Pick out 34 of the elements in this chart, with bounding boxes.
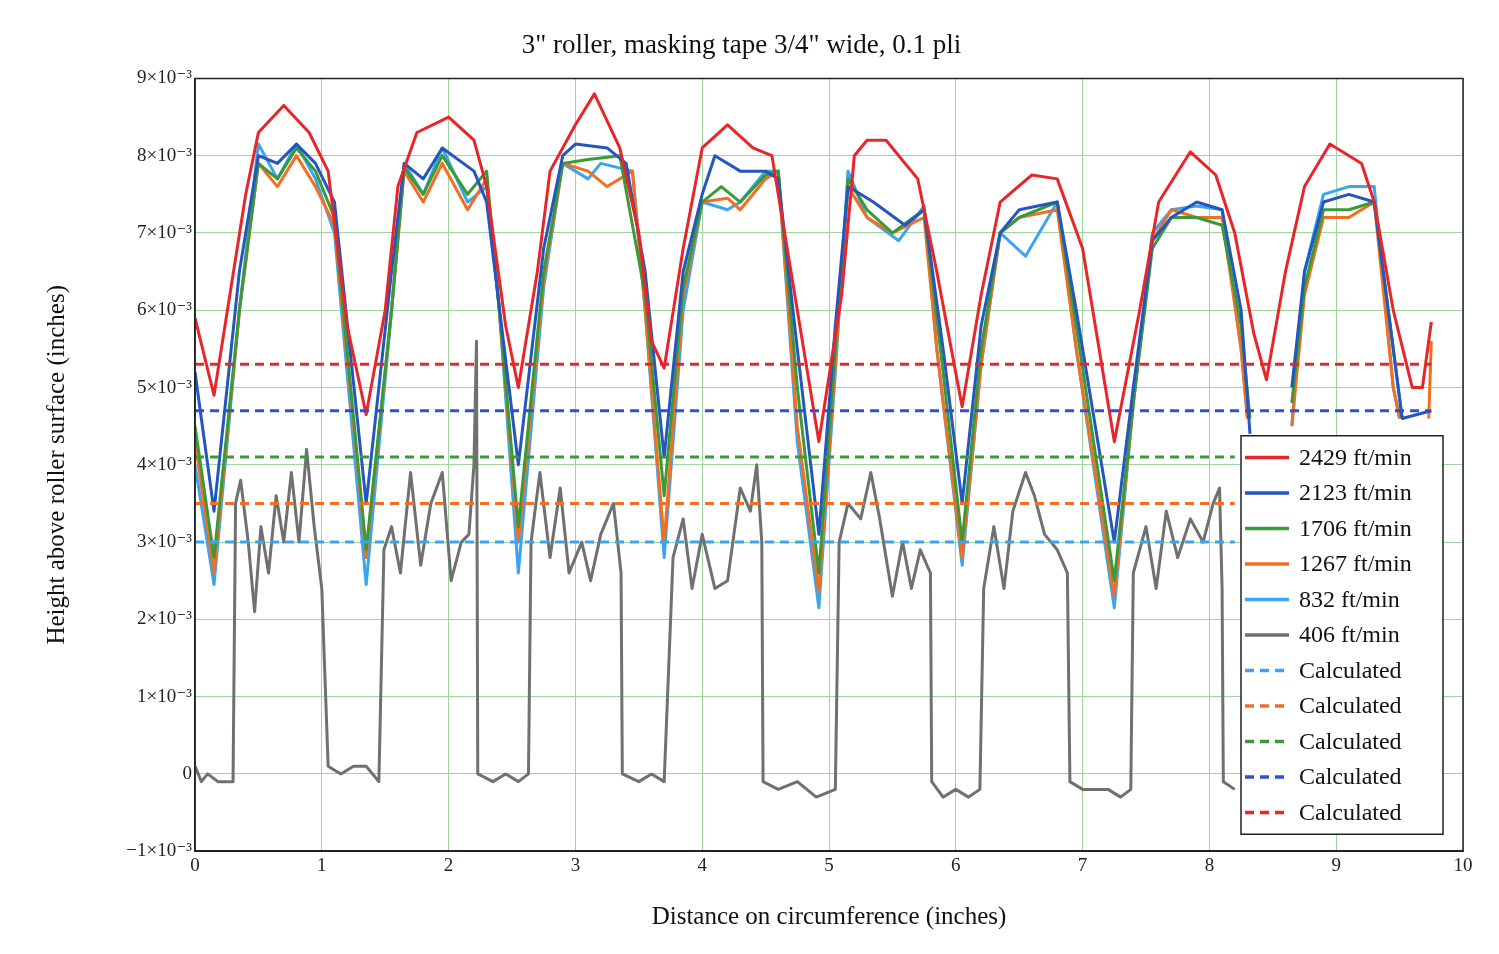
chart-title: 3" roller, masking tape 3/4" wide, 0.1 pli bbox=[521, 29, 962, 60]
y-tick-label: 3×10⁻³ bbox=[137, 530, 193, 552]
x-tick-label: 8 bbox=[1204, 853, 1215, 875]
y-tick-label: 8×10⁻³ bbox=[137, 143, 193, 165]
x-tick-label: 6 bbox=[951, 853, 961, 875]
legend-label: 406 ft/min bbox=[1299, 621, 1400, 648]
y-tick-label: 4×10⁻³ bbox=[137, 452, 193, 474]
x-tick-label: 4 bbox=[697, 853, 708, 875]
x-tick-label: 2 bbox=[443, 853, 454, 875]
y-tick-label: 7×10⁻³ bbox=[137, 220, 193, 242]
x-tick-label: 1 bbox=[317, 853, 327, 875]
x-tick-label: 9 bbox=[1331, 853, 1341, 875]
x-tick-label: 7 bbox=[1077, 853, 1088, 875]
legend-label: 832 ft/min bbox=[1299, 585, 1400, 612]
legend-label: 2123 ft/min bbox=[1299, 479, 1412, 506]
y-tick-label: 2×10⁻³ bbox=[137, 607, 193, 629]
legend-label: Calculated bbox=[1299, 656, 1402, 683]
y-tick-label: 5×10⁻³ bbox=[137, 375, 193, 397]
legend-label: 2429 ft/min bbox=[1299, 443, 1412, 470]
y-tick-label: 1×10⁻³ bbox=[137, 684, 193, 706]
legend-label: Calculated bbox=[1299, 727, 1402, 754]
legend-label: Calculated bbox=[1299, 763, 1402, 790]
legend-label: Calculated bbox=[1299, 798, 1402, 825]
x-axis-title: Distance on circumference (inches) bbox=[651, 901, 1007, 930]
y-tick-label: 6×10⁻³ bbox=[137, 298, 193, 320]
y-tick-label: 9×10⁻³ bbox=[137, 66, 193, 88]
legend-label: 1706 ft/min bbox=[1299, 514, 1412, 541]
y-tick-label: 0 bbox=[182, 761, 192, 783]
y-axis-title: Height above roller surface (inches) bbox=[41, 285, 70, 645]
x-tick-label: 3 bbox=[570, 853, 581, 875]
x-tick-label: 5 bbox=[824, 853, 834, 875]
x-tick-label: 10 bbox=[1453, 853, 1473, 875]
legend-label: 1267 ft/min bbox=[1299, 550, 1412, 577]
legend-label: Calculated bbox=[1299, 692, 1402, 719]
